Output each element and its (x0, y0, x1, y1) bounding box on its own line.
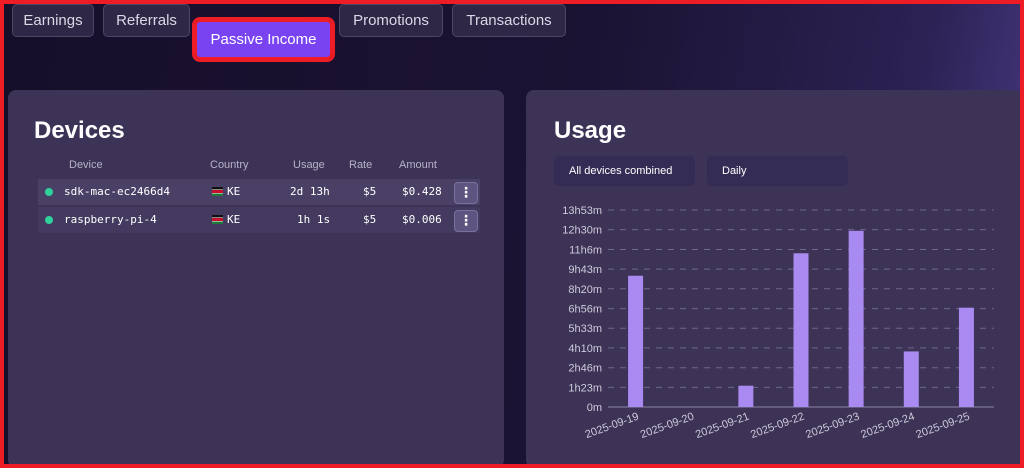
y-tick-label: 12h30m (562, 225, 602, 237)
column-header-device: Device (69, 159, 103, 171)
tab-referrals[interactable]: Referrals (103, 4, 190, 37)
y-tick-label: 2h46m (568, 363, 602, 375)
device-amount: $0.006 (402, 213, 442, 226)
usage-card (526, 90, 1020, 464)
x-tick-label: 2025-09-19 (584, 411, 641, 442)
y-tick-label: 13h53m (562, 205, 602, 217)
column-header-amount: Amount (399, 159, 437, 171)
tab-earnings[interactable]: Earnings (12, 4, 94, 37)
device-usage: 1h 1s (297, 213, 331, 226)
device-filter-dropdown[interactable]: All devices combined (554, 156, 695, 186)
period-filter-dropdown[interactable]: Daily (707, 156, 848, 186)
row-menu-button[interactable]: ⋮ (454, 182, 478, 204)
device-rate: $5 (363, 185, 377, 198)
y-tick-label: 4h10m (568, 343, 602, 355)
y-tick-label: 5h33m (568, 323, 602, 335)
y-tick-label: 6h56m (568, 304, 602, 316)
table-row[interactable]: raspberry-pi-4 KE 1h 1s $5 $0.006 ⋮ (38, 207, 480, 233)
bar-2025-09-21 (738, 385, 754, 407)
table-row[interactable]: sdk-mac-ec2466d4 KE 2d 13h $5 $0.428 ⋮ (38, 179, 480, 205)
y-tick-label: 0m (587, 402, 602, 414)
usage-title: Usage (554, 117, 627, 144)
x-tick-label: 2025-09-20 (639, 411, 696, 442)
x-tick-label: 2025-09-25 (914, 411, 971, 442)
x-tick-label: 2025-09-21 (694, 411, 751, 442)
devices-title: Devices (34, 117, 125, 144)
tab-passive-income[interactable]: Passive Income (192, 17, 335, 62)
kenya-flag-icon (212, 215, 223, 224)
column-header-usage: Usage (293, 159, 325, 171)
devices-card (8, 90, 504, 464)
x-tick-label: 2025-09-23 (804, 411, 861, 442)
status-online-icon (45, 188, 53, 196)
x-tick-label: 2025-09-24 (859, 411, 916, 442)
bar-2025-09-23 (848, 230, 864, 407)
device-rate: $5 (363, 213, 377, 226)
row-menu-button[interactable]: ⋮ (454, 210, 478, 232)
usage-chart: 0m 1h23m 2h46m 4h10m 5h33m 6h56m 8h20m 9h43m 11h… (562, 205, 994, 442)
bar-2025-09-25 (958, 307, 974, 407)
kenya-flag-icon (212, 187, 223, 196)
y-tick-label: 8h20m (568, 284, 602, 296)
column-header-rate: Rate (349, 159, 373, 171)
tab-transactions[interactable]: Transactions (452, 4, 566, 37)
device-country: KE (227, 213, 241, 226)
device-name: raspberry-pi-4 (64, 213, 157, 226)
device-amount: $0.428 (402, 185, 442, 198)
bar-2025-09-22 (793, 253, 809, 407)
bar-2025-09-19 (628, 275, 644, 407)
device-name: sdk-mac-ec2466d4 (64, 185, 170, 198)
device-usage: 2d 13h (290, 185, 330, 198)
tab-promotions[interactable]: Promotions (339, 4, 443, 37)
column-header-country: Country (210, 159, 249, 171)
y-tick-label: 1h23m (568, 382, 602, 394)
bar-2025-09-24 (903, 351, 919, 407)
y-tick-label: 11h6m (569, 244, 602, 256)
status-online-icon (45, 216, 53, 224)
x-tick-label: 2025-09-22 (749, 411, 806, 442)
y-tick-label: 9h43m (568, 264, 602, 276)
device-country: KE (227, 185, 241, 198)
